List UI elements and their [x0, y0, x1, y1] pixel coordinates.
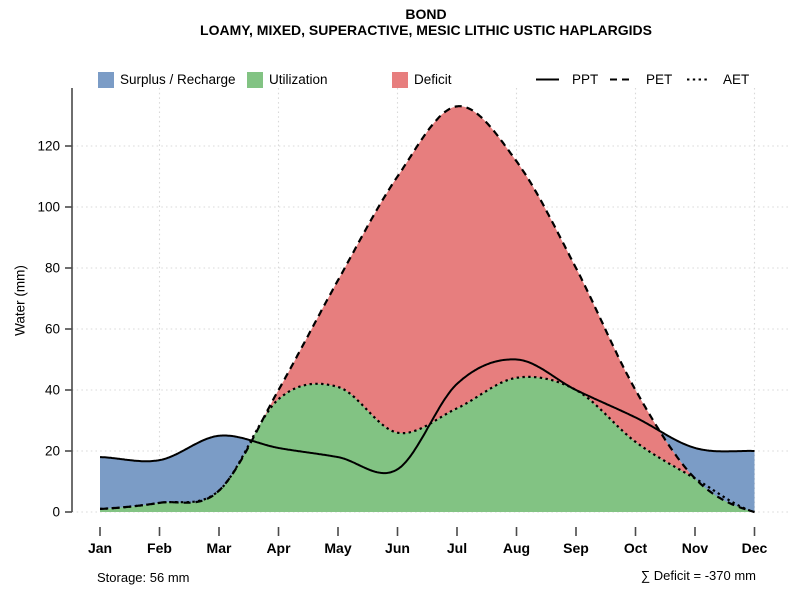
deficit-swatch: [392, 71, 408, 88]
y-tick-label: 60: [45, 322, 60, 337]
month-label: Dec: [742, 540, 768, 556]
month-label: Apr: [266, 540, 291, 556]
y-tick-label: 20: [45, 444, 60, 459]
ppt-line-sample: [536, 78, 559, 81]
month-label: Sep: [563, 540, 589, 556]
month-label: Aug: [503, 540, 530, 556]
legend-label-surplus: Surplus / Recharge: [120, 72, 236, 87]
month-label: Mar: [207, 540, 232, 556]
month-label: Nov: [682, 540, 709, 556]
legend-label-ppt: PPT: [572, 72, 599, 87]
surplus-area: [100, 435, 252, 509]
utilization-swatch: [247, 71, 263, 88]
month-label: Jul: [447, 540, 467, 556]
y-tick-label: 40: [45, 383, 60, 398]
aet-curve: [100, 375, 755, 514]
month-label: Oct: [624, 540, 648, 556]
legend-label-utilization: Utilization: [269, 72, 328, 87]
aet-line-sample: [687, 78, 710, 81]
chart-subtitle: LOAMY, MIXED, SUPERACTIVE, MESIC LITHIC …: [200, 22, 652, 38]
legend-label-pet: PET: [646, 72, 673, 87]
legend-item-ppt: PPT: [536, 71, 598, 88]
legend-item-deficit: Deficit: [392, 71, 452, 88]
legend-item-pet: PET: [610, 71, 672, 88]
legend-item-utilization: Utilization: [247, 71, 328, 88]
pet-line-sample: [610, 78, 633, 81]
utilization-area: [100, 376, 753, 512]
month-label: Jan: [88, 540, 112, 556]
chart-title: BOND: [405, 6, 447, 22]
storage-annotation: Storage: 56 mm: [97, 570, 190, 585]
month-label: Jun: [385, 540, 410, 556]
y-tick-label: 100: [37, 200, 60, 215]
legend-item-surplus: Surplus / Recharge: [98, 71, 236, 88]
month-label: Feb: [147, 540, 172, 556]
ppt-curve: [100, 358, 755, 475]
deficit-area: [264, 106, 694, 478]
title-block: BOND LOAMY, MIXED, SUPERACTIVE, MESIC LI…: [62, 6, 790, 38]
y-tick-label: 120: [37, 139, 60, 154]
legend-label-aet: AET: [723, 72, 750, 87]
deficit-sum-annotation: ∑ Deficit = -370 mm: [640, 568, 756, 583]
month-label: May: [324, 540, 351, 556]
surplus-swatch: [98, 71, 114, 88]
y-tick-label: 80: [45, 261, 60, 276]
y-tick-label: 0: [52, 505, 60, 520]
pet-curve: [100, 105, 755, 514]
legend-item-aet: AET: [687, 71, 749, 88]
y-axis-title: Water (mm): [12, 265, 28, 336]
legend-label-deficit: Deficit: [414, 72, 452, 87]
